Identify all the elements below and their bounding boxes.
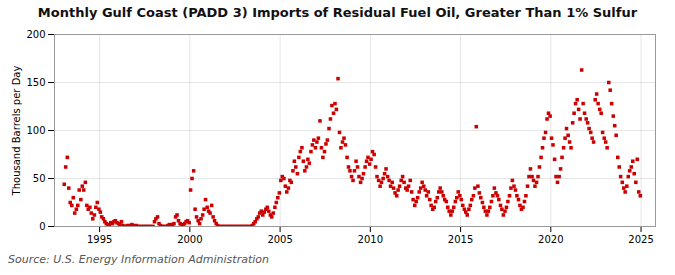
html-text:Monthly Gulf Coast (PADD 3) Im: Monthly Gulf Coast (PADD 3) Imports of R… xyxy=(37,5,638,20)
svg-text:1995: 1995 xyxy=(87,234,112,245)
svg-text:2025: 2025 xyxy=(628,234,653,245)
svg-text:150: 150 xyxy=(26,77,45,88)
svg-text:2020: 2020 xyxy=(538,234,563,245)
svg-text:200: 200 xyxy=(26,29,45,40)
svg-text:100: 100 xyxy=(26,125,45,136)
svg-text:2005: 2005 xyxy=(267,234,292,245)
svg-text:2010: 2010 xyxy=(358,234,383,245)
svg-text:0: 0 xyxy=(39,221,45,232)
svg-text:2015: 2015 xyxy=(448,234,473,245)
svg-text:2000: 2000 xyxy=(177,234,202,245)
html-text:Source: U.S. Energy Informatio: Source: U.S. Energy Information Administ… xyxy=(8,253,269,266)
svg-text:Thousand Barrels per Day: Thousand Barrels per Day xyxy=(11,66,22,197)
svg-text:50: 50 xyxy=(33,173,46,184)
